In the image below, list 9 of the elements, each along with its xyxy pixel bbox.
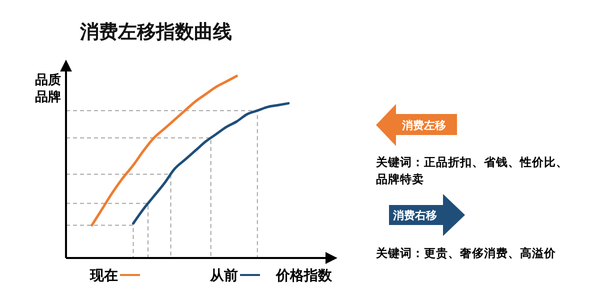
x-axis-title: 价格指数 xyxy=(275,268,333,284)
text: 关键词：正品折扣、省钱、性价比、品牌特卖 xyxy=(375,155,568,186)
text: 消费右移 xyxy=(392,209,437,222)
legend-label: 从前 xyxy=(209,268,238,284)
text: 消费左移 xyxy=(401,119,446,132)
text: 关键词：更贵、奢侈消费、高溢价 xyxy=(375,246,557,260)
legend-label: 现在 xyxy=(89,268,118,284)
chart-title: 消费左移指数曲线 xyxy=(79,21,232,43)
y-axis-title: 品质品牌 xyxy=(35,72,61,105)
